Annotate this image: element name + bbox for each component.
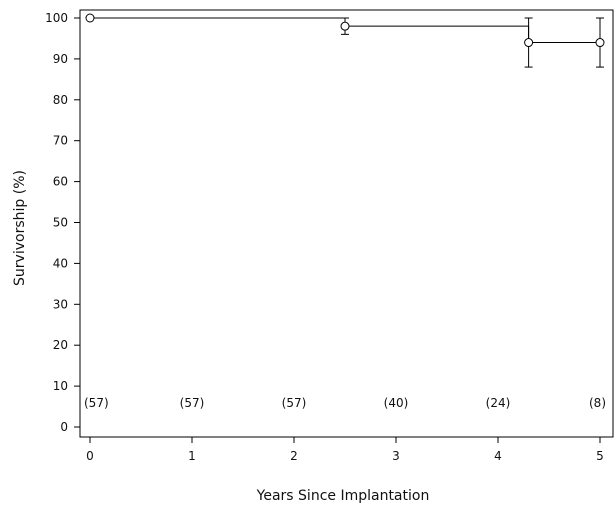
y-tick-label: 0 (60, 420, 68, 434)
x-tick-label: 1 (188, 449, 196, 463)
data-point (85, 13, 95, 23)
plot-frame (79, 9, 614, 438)
x-axis-title: Years Since Implantation (256, 488, 430, 504)
y-tick-label: 90 (53, 52, 68, 66)
y-tick-label: 50 (53, 216, 68, 230)
x-tick-label: 5 (596, 449, 604, 463)
y-tick-label: 40 (53, 256, 68, 270)
data-point (595, 38, 605, 48)
x-axis: 0 1 2 3 4 5 (86, 437, 604, 463)
numbers-at-risk: (57) (57) (57) (40) (24) (8) (84, 396, 606, 410)
y-axis: 0 10 20 30 40 50 60 70 80 90 100 (45, 11, 80, 434)
y-axis-title: Survivorship (%) (12, 170, 28, 286)
number-at-risk-label: (8) (589, 396, 606, 410)
x-tick-label: 2 (290, 449, 298, 463)
number-at-risk-label: (40) (384, 396, 409, 410)
number-at-risk-label: (57) (180, 396, 205, 410)
data-point (524, 38, 534, 48)
y-tick-label: 20 (53, 338, 68, 352)
y-tick-label: 80 (53, 93, 68, 107)
y-tick-label: 30 (53, 297, 68, 311)
y-tick-label: 100 (45, 11, 68, 25)
y-tick-label: 70 (53, 134, 68, 148)
x-tick-label: 4 (494, 449, 502, 463)
y-tick-label: 10 (53, 379, 68, 393)
number-at-risk-label: (24) (486, 396, 511, 410)
x-tick-label: 3 (392, 449, 400, 463)
number-at-risk-label: (57) (84, 396, 109, 410)
x-tick-label: 0 (86, 449, 94, 463)
y-tick-label: 60 (53, 175, 68, 189)
survival-step-line (90, 17, 600, 44)
series-layer (85, 13, 605, 68)
data-point (340, 21, 350, 31)
number-at-risk-label: (57) (282, 396, 307, 410)
